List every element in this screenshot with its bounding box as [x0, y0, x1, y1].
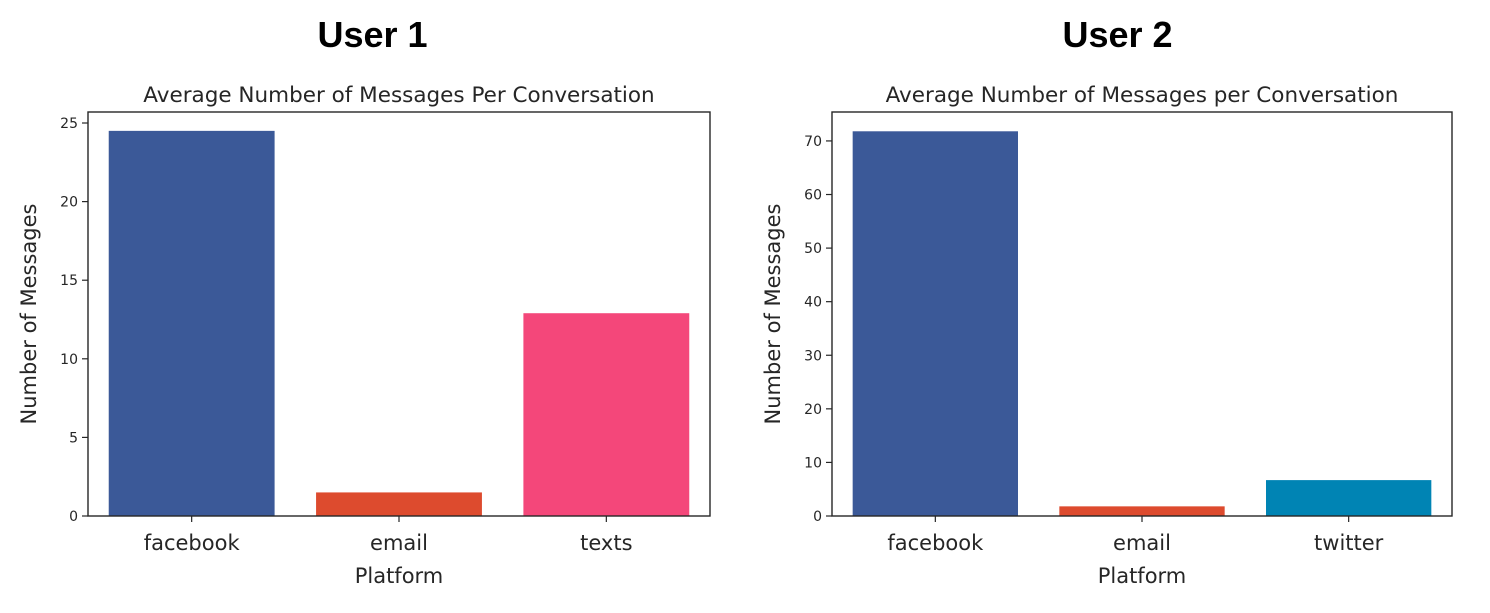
y-tick-label: 5 — [69, 430, 78, 446]
user-1-panel: User 1 0 5 10 15 20 25 facebook email texts Avera… — [17, 14, 711, 588]
y-tick-label: 10 — [804, 455, 822, 471]
x-tick-label: texts — [580, 531, 632, 555]
user-2-heading: User 2 — [1062, 14, 1173, 55]
bar-facebook — [108, 130, 275, 516]
x-tick-label: facebook — [144, 531, 241, 555]
y-tick-label: 20 — [60, 195, 78, 211]
y-tick-label: 0 — [69, 509, 78, 525]
y-tick-label: 15 — [60, 273, 78, 289]
x-tick-label: email — [370, 531, 428, 555]
y-tick-label: 10 — [60, 352, 78, 368]
x-axis-label: Platform — [1098, 564, 1187, 588]
y-tick-label: 30 — [804, 348, 822, 364]
bar-texts — [523, 313, 690, 516]
x-tick-label: twitter — [1314, 531, 1384, 555]
y-axis-label: Number of Messages — [17, 204, 41, 425]
chart-title: Average Number of Messages per Conversat… — [886, 83, 1399, 108]
bar-twitter — [1266, 480, 1432, 516]
y-tick-label: 20 — [804, 402, 822, 418]
y-tick-label: 40 — [804, 295, 822, 311]
chart-title: Average Number of Messages Per Conversat… — [143, 83, 654, 108]
y-tick-label: 60 — [804, 188, 822, 204]
user-2-panel: User 2 0 10 20 30 40 50 60 70 facebook email twitt… — [745, 0, 1490, 613]
bar-facebook — [852, 131, 1018, 516]
user-2-bar-chart: 0 10 20 30 40 50 60 70 facebook email twitter Avera… — [761, 83, 1453, 588]
y-tick-label: 50 — [804, 241, 822, 257]
y-tick-label: 70 — [804, 134, 822, 150]
user-1-bar-chart: 0 5 10 15 20 25 facebook email texts Average Numb… — [17, 83, 711, 588]
x-tick-label: email — [1113, 531, 1171, 555]
y-tick-label: 0 — [813, 509, 822, 525]
x-tick-label: facebook — [887, 531, 984, 555]
bar-email — [1059, 506, 1225, 516]
y-axis-label: Number of Messages — [761, 204, 785, 425]
user-1-heading: User 1 — [317, 14, 428, 55]
bar-email — [316, 492, 482, 516]
x-axis-label: Platform — [355, 564, 444, 588]
y-tick-label: 25 — [60, 116, 78, 132]
